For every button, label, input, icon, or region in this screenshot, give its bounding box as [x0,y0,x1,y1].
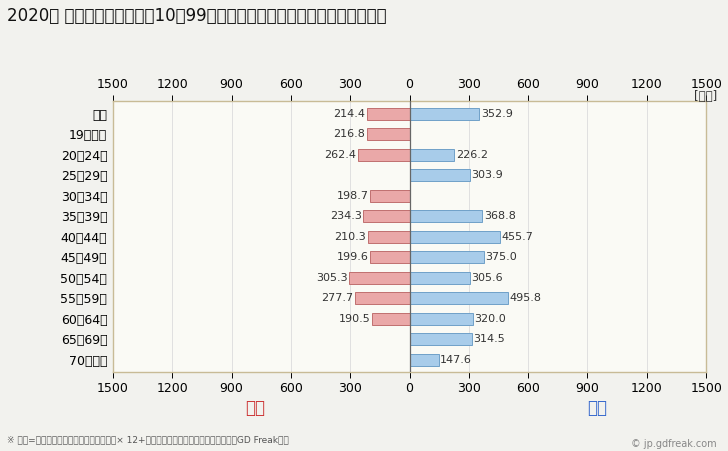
Bar [409,149,454,161]
Text: 男性: 男性 [587,399,607,417]
Text: 190.5: 190.5 [339,314,371,324]
Text: [万円]: [万円] [694,90,717,103]
Bar [409,108,479,120]
Text: 262.4: 262.4 [324,150,356,160]
Bar [363,210,409,222]
Text: 女性: 女性 [245,399,265,417]
Bar [409,251,483,263]
Bar [409,169,470,181]
Bar [355,292,409,304]
Text: 305.3: 305.3 [316,273,347,283]
Text: 314.5: 314.5 [473,334,505,344]
Bar [367,128,409,140]
Bar [409,313,472,325]
Text: 2020年 民間企業（従業者数10～99人）フルタイム労働者の男女別平均年収: 2020年 民間企業（従業者数10～99人）フルタイム労働者の男女別平均年収 [7,7,387,25]
Text: 277.7: 277.7 [321,293,353,303]
Text: 216.8: 216.8 [333,129,365,139]
Bar [368,230,409,243]
Text: 303.9: 303.9 [471,170,503,180]
Bar [371,189,409,202]
Text: 495.8: 495.8 [509,293,541,303]
Bar [409,354,439,366]
Text: 199.6: 199.6 [336,252,368,262]
Text: © jp.gdfreak.com: © jp.gdfreak.com [631,439,717,449]
Text: 455.7: 455.7 [501,232,533,242]
Text: 320.0: 320.0 [475,314,506,324]
Text: 234.3: 234.3 [330,211,362,221]
Text: 214.4: 214.4 [333,109,365,119]
Bar [349,272,409,284]
Text: 226.2: 226.2 [456,150,488,160]
Text: 305.6: 305.6 [472,273,503,283]
Bar [370,251,409,263]
Bar [409,230,499,243]
Text: ※ 年収=「きまって支給する現金給与額」× 12+「年間賞与その他特別給与額」としてGD Freak推計: ※ 年収=「きまって支給する現金給与額」× 12+「年間賞与その他特別給与額」と… [7,435,289,444]
Bar [357,149,409,161]
Bar [409,272,470,284]
Text: 147.6: 147.6 [440,355,472,365]
Bar [372,313,409,325]
Text: 368.8: 368.8 [484,211,516,221]
Text: 352.9: 352.9 [481,109,513,119]
Text: 375.0: 375.0 [486,252,517,262]
Bar [409,292,507,304]
Bar [367,108,409,120]
Text: 198.7: 198.7 [336,191,368,201]
Bar [409,333,472,345]
Text: 210.3: 210.3 [335,232,366,242]
Bar [409,210,483,222]
